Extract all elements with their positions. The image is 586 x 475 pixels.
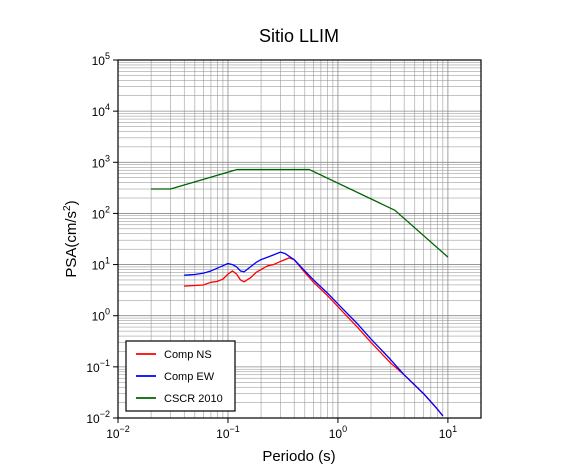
legend-label: Comp NS <box>164 349 212 361</box>
x-axis-label: Periodo (s) <box>262 448 335 465</box>
y-axis-label: PSA(cm/s2) <box>62 200 80 277</box>
legend: Comp NS Comp EW CSCR 2010 <box>125 340 236 412</box>
series-line-2 <box>184 251 444 417</box>
series-line-1 <box>184 257 444 417</box>
plot-frame <box>117 59 482 419</box>
series-layer <box>151 168 449 417</box>
legend-label: Comp EW <box>164 371 215 383</box>
legend-label: CSCR 2010 <box>164 393 223 405</box>
series-line-3 <box>151 168 449 258</box>
chart-title: Sitio LLIM <box>259 26 339 46</box>
